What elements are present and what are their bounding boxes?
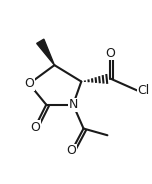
Text: O: O xyxy=(67,144,77,158)
Text: O: O xyxy=(24,77,34,90)
Text: O: O xyxy=(30,121,40,134)
Polygon shape xyxy=(37,39,54,65)
Text: N: N xyxy=(68,98,78,111)
Text: Cl: Cl xyxy=(137,84,149,97)
Text: O: O xyxy=(105,47,115,60)
